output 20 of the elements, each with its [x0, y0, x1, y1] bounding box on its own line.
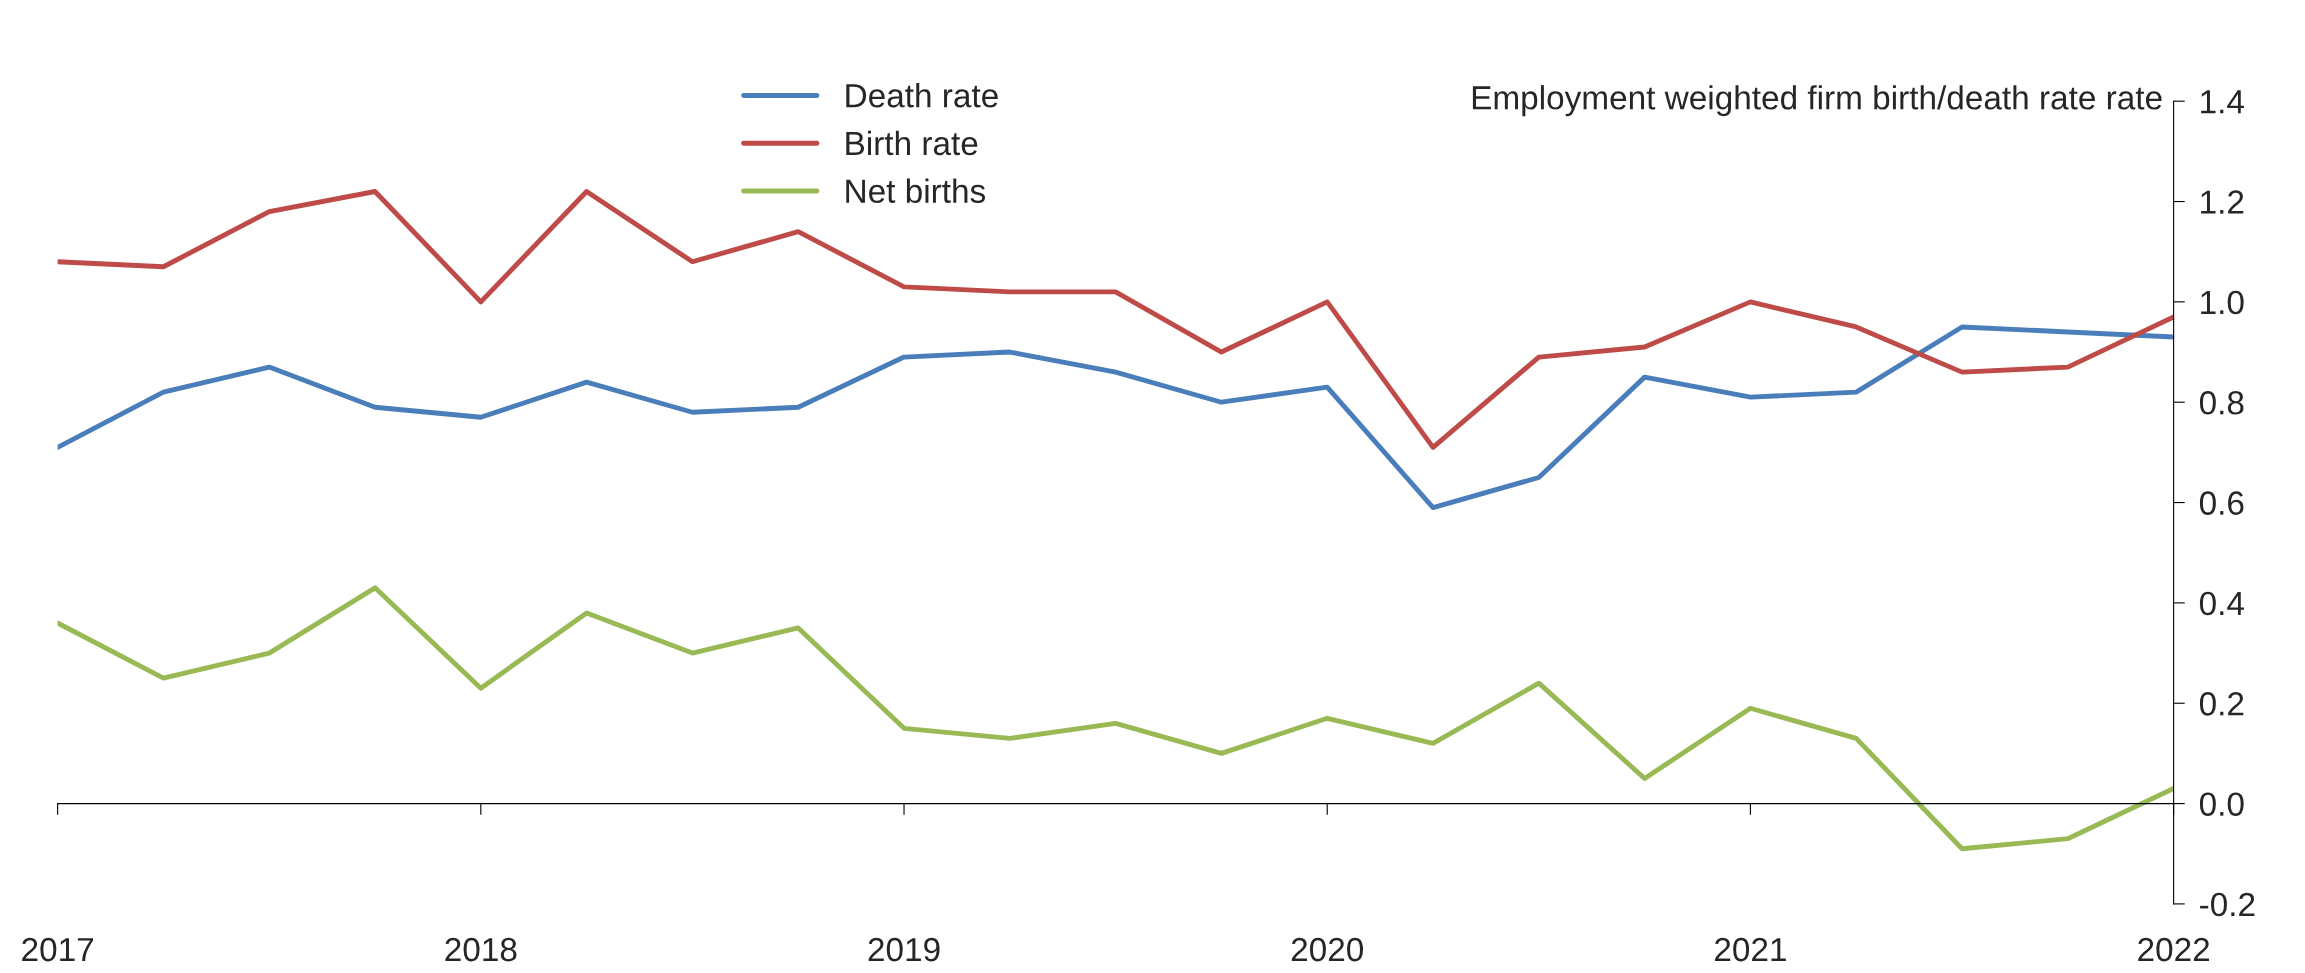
y-tick-label: 0.2 — [2199, 692, 2244, 716]
legend-label: Birth rate — [846, 130, 978, 156]
y-tick-label: 1.0 — [2201, 290, 2244, 315]
y-tick-label: -0.2 — [2200, 892, 2255, 917]
y-tick-label: 1.2 — [2201, 190, 2244, 214]
legend-label: Death rate — [846, 83, 998, 108]
x-tick-label: 2018 — [445, 937, 517, 962]
x-tick-label: 2019 — [868, 937, 940, 962]
y-tick-label: 0.4 — [2199, 591, 2244, 616]
legend-label: Net births — [846, 178, 986, 203]
line-series — [57, 324, 2174, 510]
x-tick-label: 2017 — [22, 937, 94, 962]
y-tick-label: 0.6 — [2199, 491, 2244, 515]
y-axis-title: Employment weighted firm birth/death rate rate — [1472, 85, 2162, 117]
y-tick-label: 0.0 — [2199, 792, 2244, 816]
y-tick-label: 1.4 — [2201, 90, 2244, 114]
x-tick-label: 2022 — [2138, 937, 2210, 962]
x-tick-label: 2021 — [1715, 937, 1786, 962]
y-tick-label: 0.8 — [2199, 391, 2244, 415]
x-tick-label: 2020 — [1291, 937, 1363, 962]
